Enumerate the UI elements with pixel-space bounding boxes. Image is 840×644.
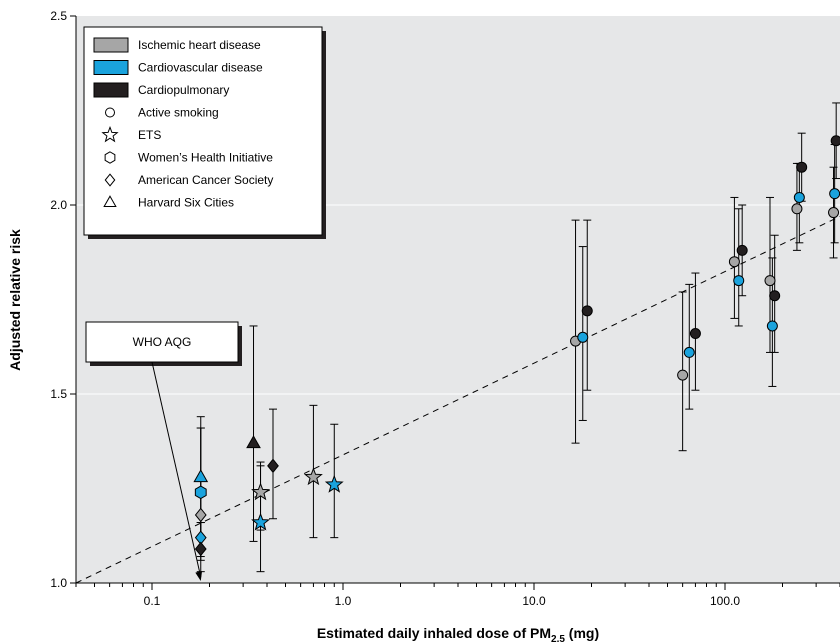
data-point-22	[769, 290, 781, 302]
legend-label-7: Harvard Six Cities	[138, 196, 234, 210]
data-point-21	[766, 320, 778, 332]
data-point-1	[194, 485, 207, 500]
data-point-10	[324, 474, 344, 493]
x-axis-title-subscript: 2.5	[551, 634, 565, 644]
y-tick-label-1: 1.5	[50, 387, 67, 401]
data-point-25	[796, 161, 808, 173]
x-axis-title: Estimated daily inhaled dose of PM2.5 (m…	[317, 625, 599, 644]
x-tick-label-0: 0.1	[144, 594, 161, 608]
data-point-8	[267, 458, 279, 474]
legend-triangle-icon	[103, 195, 117, 208]
legend-swatch-1	[93, 60, 129, 75]
data-point-16	[689, 328, 701, 340]
data-markers	[193, 135, 840, 557]
legend-label-6: American Cancer Society	[138, 173, 273, 187]
data-point-12	[577, 331, 589, 343]
legend-label-3: Active smoking	[138, 106, 219, 120]
data-point-7	[251, 512, 270, 531]
x-axis-title-unit: (mg)	[565, 625, 599, 641]
data-point-27	[829, 188, 840, 200]
x-axis-title-main: Estimated daily inhaled dose of PM	[317, 625, 551, 641]
legend-swatch-0	[93, 37, 129, 53]
data-point-19	[736, 244, 748, 256]
data-point-0	[193, 469, 209, 483]
data-point-24	[793, 191, 805, 203]
x-tick-label-3: 100.0	[710, 594, 740, 608]
data-point-4	[194, 541, 207, 557]
x-axis-ticks: 0.1 1.0 10.0 100.0	[75, 583, 840, 608]
legend-circle-icon	[105, 107, 115, 118]
legend-swatch-2	[93, 82, 129, 98]
legend-label-4: ETS	[138, 128, 161, 142]
legend-label-2: Cardiopulmonary	[138, 83, 229, 97]
legend-label-0: Ischemic heart disease	[138, 38, 261, 52]
legend-hexagon-icon	[104, 151, 116, 164]
data-point-23	[791, 203, 803, 215]
callout-arrow-head	[195, 571, 203, 581]
x-tick-label-2: 10.0	[522, 594, 546, 608]
y-tick-label-2: 2.0	[50, 198, 67, 212]
who-aqg-callout: WHO AQG	[85, 321, 242, 581]
data-point-2	[194, 507, 207, 523]
data-point-18	[733, 275, 745, 287]
y-tick-label-0: 1.0	[50, 576, 67, 590]
data-point-20	[764, 275, 776, 287]
data-point-17	[728, 256, 740, 268]
callout-box	[85, 321, 239, 363]
data-point-5	[246, 435, 261, 449]
legend-diamond-icon	[104, 173, 116, 187]
y-axis-ticks: 1.0 1.5 2.0 2.5	[50, 9, 76, 590]
trend-line	[75, 215, 840, 584]
x-tick-label-1: 1.0	[335, 594, 352, 608]
callout-arrow-line	[151, 361, 202, 578]
data-point-13	[581, 305, 593, 317]
y-axis-title: Adjusted relative risk	[7, 229, 23, 371]
data-point-9	[303, 467, 323, 486]
data-point-14	[677, 369, 689, 381]
data-point-6	[251, 482, 270, 501]
legend-star-icon	[101, 125, 119, 143]
callout-label: WHO AQG	[133, 335, 192, 349]
data-point-15	[683, 346, 695, 358]
data-point-28	[830, 135, 840, 147]
legend: Ischemic heart disease Cardiovascular dis…	[83, 26, 326, 239]
legend-label-1: Cardiovascular disease	[138, 61, 263, 75]
y-tick-label-3: 2.5	[50, 9, 67, 23]
data-point-26	[828, 207, 840, 219]
legend-label-5: Women’s Health Initiative	[138, 151, 273, 165]
